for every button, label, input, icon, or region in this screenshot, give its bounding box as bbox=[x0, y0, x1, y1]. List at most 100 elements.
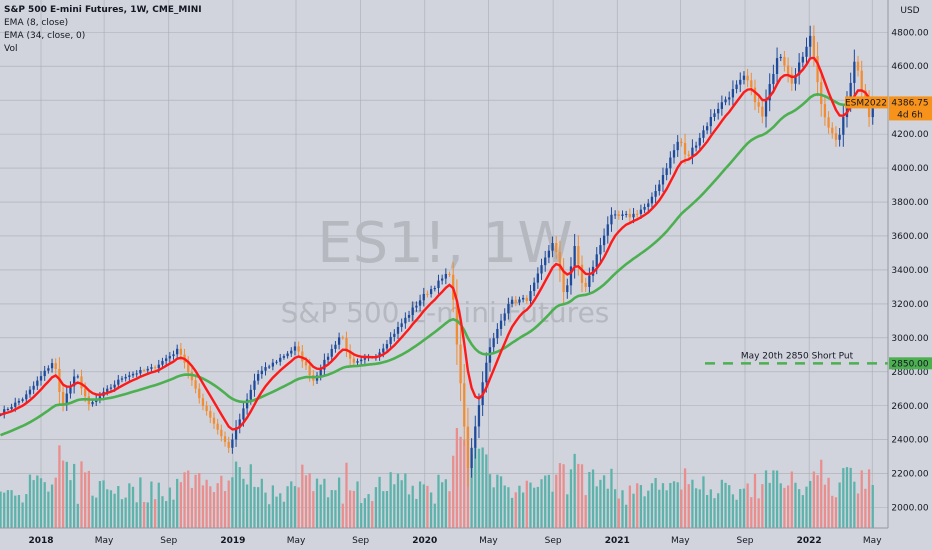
volume-bar bbox=[477, 448, 481, 528]
candle-body bbox=[691, 147, 694, 156]
volume-bar bbox=[164, 501, 168, 528]
candle-body bbox=[194, 380, 197, 389]
price-tick-label: 3000.00 bbox=[891, 334, 928, 344]
volume-bar bbox=[396, 473, 400, 528]
volume-bar bbox=[209, 486, 212, 528]
legend-title[interactable]: S&P 500 E-mini Futures, 1W, CME_MINI bbox=[4, 5, 202, 15]
candle-body bbox=[672, 150, 676, 158]
volume-bar bbox=[58, 445, 61, 528]
volume-bar bbox=[433, 503, 436, 528]
volume-bar bbox=[113, 493, 116, 528]
volume-bar bbox=[562, 464, 565, 528]
legend-ema-slow[interactable]: EMA (34, close, 0) bbox=[4, 31, 86, 41]
volume-bar bbox=[249, 464, 252, 528]
volume-bar bbox=[558, 463, 562, 528]
candle-body bbox=[84, 388, 87, 397]
volume-bar bbox=[591, 469, 595, 528]
time-tick-label: 2019 bbox=[220, 536, 245, 546]
volume-bar bbox=[643, 496, 646, 528]
price-tick-label: 3600.00 bbox=[891, 232, 928, 242]
legend-ema-fast[interactable]: EMA (8, close) bbox=[4, 18, 69, 28]
candle-body bbox=[713, 113, 716, 117]
ema-slow-line bbox=[0, 92, 873, 437]
candle-body bbox=[14, 402, 17, 407]
candle-body bbox=[245, 399, 249, 409]
volume-bar bbox=[179, 482, 183, 528]
candle-body bbox=[547, 250, 551, 258]
candle-body bbox=[853, 61, 856, 83]
volume-bar bbox=[17, 495, 21, 528]
volume-bar bbox=[378, 476, 381, 528]
volume-bar bbox=[853, 481, 856, 528]
candle-body bbox=[845, 101, 849, 118]
volume-bar bbox=[588, 471, 591, 528]
volume-bar bbox=[21, 502, 24, 528]
candle-body bbox=[842, 117, 845, 135]
candle-body bbox=[164, 358, 168, 361]
price-axis[interactable]: USD 2000.00 2200.00 2400.00 2600.00 2800.00 30… bbox=[887, 0, 929, 528]
volume-bar bbox=[28, 474, 32, 528]
volume-bar bbox=[201, 485, 205, 528]
volume-bar bbox=[625, 504, 628, 528]
volume-bar bbox=[227, 480, 230, 528]
volume-bar bbox=[271, 485, 275, 528]
volume-bar bbox=[345, 462, 348, 528]
volume-bar bbox=[816, 475, 819, 528]
volume-bar bbox=[650, 483, 654, 528]
time-tick-label: May bbox=[95, 536, 114, 546]
volume-bar bbox=[69, 480, 72, 528]
candle-body bbox=[731, 89, 735, 98]
candle-body bbox=[521, 297, 525, 300]
volume-bar bbox=[87, 470, 90, 528]
volume-bar bbox=[720, 479, 724, 528]
candle-body bbox=[308, 365, 311, 376]
volume-bar bbox=[742, 488, 746, 528]
candle-body bbox=[128, 375, 131, 377]
volume-bar bbox=[282, 501, 286, 528]
candle-body bbox=[231, 439, 234, 448]
legend-volume[interactable]: Vol bbox=[4, 44, 18, 54]
volume-bar bbox=[823, 484, 827, 528]
candle-body bbox=[654, 191, 657, 197]
time-tick-label: Sep bbox=[160, 536, 177, 546]
volume-bar bbox=[25, 494, 28, 528]
volume-bar bbox=[80, 461, 83, 528]
candle-body bbox=[533, 282, 536, 292]
candle-body bbox=[496, 328, 499, 339]
volume-bar bbox=[50, 484, 54, 528]
volume-bar bbox=[555, 474, 558, 528]
volume-bar bbox=[757, 498, 760, 528]
volume-bar bbox=[867, 469, 871, 528]
short-put-tag bbox=[889, 357, 932, 370]
volume-bar bbox=[139, 477, 142, 528]
volume-bar bbox=[0, 491, 2, 528]
time-axis[interactable]: 2018 May Sep 2019 May Sep 2020 May Sep 2021 May Sep… bbox=[0, 527, 888, 546]
volume-bar bbox=[157, 482, 160, 528]
volume-bar bbox=[864, 488, 867, 528]
candle-body bbox=[330, 348, 333, 357]
volume-bar bbox=[628, 485, 631, 528]
candle-body bbox=[176, 348, 179, 355]
volume-bar bbox=[238, 467, 241, 528]
candle-body bbox=[518, 299, 521, 303]
volume-bar bbox=[566, 494, 569, 528]
volume-bar bbox=[426, 485, 429, 528]
last-price-countdown: 4d 6h bbox=[897, 110, 923, 120]
volume-bar bbox=[669, 482, 672, 528]
volume-bar bbox=[452, 455, 455, 528]
candle-body bbox=[47, 368, 50, 371]
volume-bar bbox=[812, 471, 816, 528]
candle-body bbox=[750, 80, 753, 88]
grid bbox=[0, 0, 888, 528]
volume-bar bbox=[636, 483, 639, 528]
candle-body bbox=[647, 203, 650, 207]
candle-body bbox=[21, 399, 24, 401]
volume-bar bbox=[665, 490, 668, 528]
candle-body bbox=[775, 58, 779, 75]
price-tick-label: 4000.00 bbox=[891, 164, 928, 174]
candle-body bbox=[838, 134, 841, 140]
candle-body bbox=[694, 145, 698, 148]
candle-body bbox=[279, 357, 282, 362]
candle-body bbox=[3, 409, 6, 415]
